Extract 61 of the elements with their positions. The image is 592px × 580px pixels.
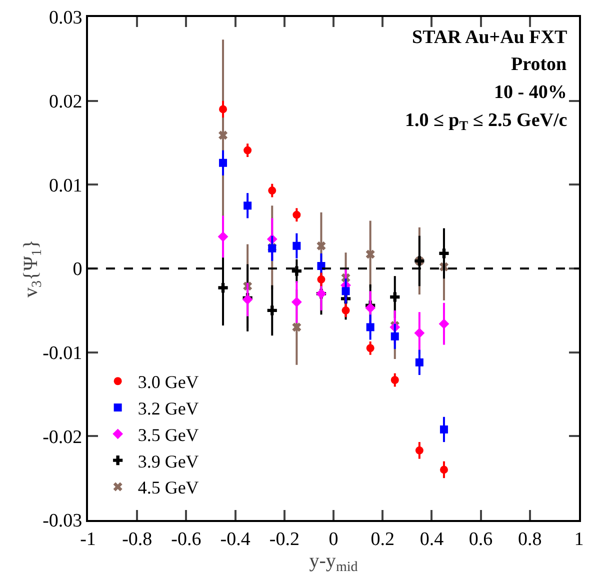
point [414, 328, 425, 338]
y-tick-label: -0.02 [42, 426, 82, 448]
x-tick-label: -1 [80, 528, 96, 550]
point [342, 306, 350, 314]
legend-label: 3.9 GeV [138, 451, 199, 472]
point [438, 318, 450, 330]
point [218, 130, 228, 140]
legend-label: 4.5 GeV [138, 478, 199, 498]
y-tick-label: 0.03 [48, 8, 82, 29]
annotation: 10 - 40% [494, 82, 567, 103]
y-tick-label: 0 [72, 259, 82, 280]
x-tick-label: -0.8 [122, 528, 152, 550]
point [267, 306, 277, 316]
y-tick-label: 0.02 [48, 91, 82, 112]
point [291, 296, 302, 308]
point [390, 292, 400, 302]
point [244, 202, 252, 210]
y-tick-label: -0.03 [42, 510, 82, 532]
point [292, 266, 302, 276]
point [317, 262, 326, 270]
x-tick-label: -0.2 [269, 528, 300, 550]
point [415, 358, 424, 366]
x-tick-label: 0.8 [518, 528, 542, 550]
x-axis-title: y-y$_{mid}$ [309, 550, 358, 575]
point [342, 287, 350, 296]
point [219, 105, 228, 114]
annotation: STAR Au+Au FXT [412, 27, 568, 48]
point [390, 332, 399, 340]
x-tick-label: 0 [328, 528, 338, 550]
annotation: Proton [511, 54, 568, 75]
x-tick-label: -0.6 [171, 528, 202, 550]
point [415, 446, 424, 454]
x-tick-label: 0.6 [468, 528, 493, 550]
point [366, 344, 374, 352]
point [440, 425, 448, 434]
point [268, 186, 276, 195]
point [218, 231, 228, 242]
legend-label: 3.5 GeV [138, 424, 199, 445]
point [218, 282, 228, 293]
y-tick-label: 0.01 [48, 175, 82, 196]
point [244, 146, 252, 154]
point [292, 210, 301, 219]
point [292, 242, 301, 250]
x-tick-label: 0.2 [370, 528, 394, 550]
legend-label: 3.2 GeV [138, 398, 199, 419]
y-tick-label: -0.01 [42, 342, 82, 364]
point [292, 322, 302, 332]
point [365, 302, 376, 314]
point [439, 248, 449, 258]
point [316, 241, 326, 250]
point [366, 323, 374, 332]
annotation: 1.0 ≤ p$_{T}$ ≤ 2.5 GeV/c [405, 110, 568, 133]
point [317, 275, 326, 284]
x-tick-label: 1 [574, 528, 584, 550]
legend-label: 3.0 GeV [138, 372, 199, 392]
point [219, 158, 228, 167]
x-tick-label: -0.4 [220, 528, 251, 550]
point [390, 376, 399, 384]
point [366, 250, 375, 259]
point [440, 466, 448, 474]
x-tick-label: 0.4 [420, 528, 444, 550]
